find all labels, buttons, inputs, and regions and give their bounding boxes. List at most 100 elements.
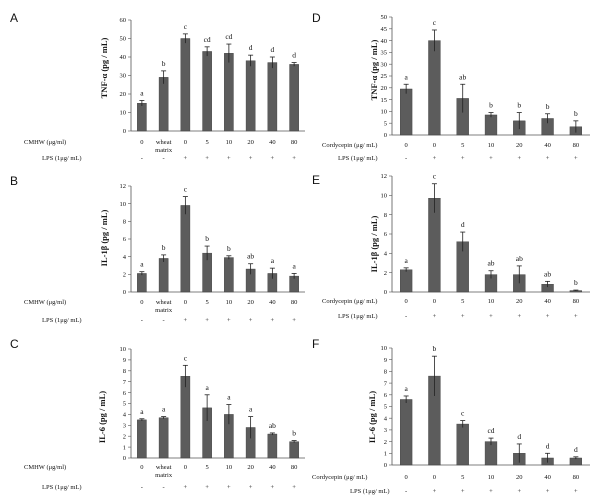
y-tick-label: 1 — [123, 444, 126, 451]
lps-row-label: LPS (1μg/ mL) — [338, 313, 378, 320]
y-tick-label: 8 — [384, 212, 387, 219]
panel-b: B IL-1β (pg / mL) 0 2 4 6 8 10 12 a 0 - b wheatmatrix… — [10, 174, 305, 324]
y-tick-label: 5 — [123, 401, 126, 408]
x-tick-label: 20 — [516, 142, 523, 149]
significance-letter: c — [184, 353, 188, 362]
lps-value: + — [461, 155, 465, 162]
y-axis-label: IL-6 (pg / mL) — [97, 391, 107, 443]
y-axis-label: IL-1β (pg / mL) — [369, 216, 379, 273]
x-tick-label: 80 — [573, 298, 580, 305]
y-tick-label: 0 — [384, 462, 387, 469]
x-tick-label: matrix — [155, 147, 173, 154]
y-tick-label: 10 — [381, 109, 388, 116]
bar — [400, 88, 413, 136]
y-tick-label: 40 — [120, 54, 127, 61]
significance-letter: d — [546, 441, 550, 450]
y-tick-label: 2 — [384, 439, 387, 446]
lps-value: + — [205, 155, 209, 162]
y-tick-label: 15 — [381, 97, 388, 104]
significance-letter: b — [227, 244, 231, 253]
x-tick-label: 0 — [140, 139, 143, 146]
lps-value: + — [227, 484, 231, 491]
y-tick-label: 10 — [120, 346, 127, 353]
dose-row-label: CMHW (μg/ml) — [24, 464, 66, 471]
lps-value: - — [163, 317, 165, 324]
y-tick-label: 7 — [123, 379, 127, 386]
y-tick-label: 6 — [384, 392, 388, 399]
x-tick-label: 0 — [140, 464, 143, 471]
lps-value: + — [489, 488, 493, 495]
bar — [400, 399, 413, 466]
significance-letter: d — [517, 432, 521, 441]
lps-value: + — [249, 484, 253, 491]
significance-letter: b — [574, 109, 578, 118]
lps-value: + — [271, 155, 275, 162]
bar — [289, 441, 299, 459]
significance-letter: a — [227, 393, 231, 402]
panel-letter: C — [10, 337, 19, 351]
significance-letter: d — [461, 220, 465, 229]
lps-value: + — [461, 488, 465, 495]
panel-letter: B — [10, 174, 18, 188]
significance-letter: c — [184, 185, 188, 194]
y-tick-label: 60 — [120, 17, 127, 24]
y-tick-label: 8 — [123, 368, 126, 375]
bar — [484, 114, 498, 136]
bar — [180, 205, 191, 293]
significance-letter: a — [404, 72, 408, 81]
lps-value: + — [546, 488, 550, 495]
significance-letter: b — [517, 101, 521, 110]
x-tick-label: 80 — [291, 464, 298, 471]
y-tick-label: 10 — [120, 201, 127, 208]
significance-letter: b — [292, 429, 296, 438]
x-tick-label: 40 — [544, 474, 551, 481]
significance-letter: a — [162, 405, 166, 414]
dose-row-label: Cordycepin (μg/ mL) — [312, 474, 367, 481]
significance-letter: ab — [247, 252, 254, 261]
lps-value: - — [141, 484, 143, 491]
significance-letter: a — [271, 256, 275, 265]
y-tick-label: 35 — [381, 50, 388, 57]
y-tick-label: 20 — [120, 91, 127, 98]
lps-value: + — [489, 155, 493, 162]
significance-letter: cd — [204, 35, 211, 44]
y-tick-label: 0 — [384, 132, 387, 139]
x-tick-label: 0 — [140, 299, 143, 306]
x-tick-label: 40 — [544, 298, 551, 305]
bar — [202, 51, 212, 132]
y-axis-label: TNF-α (pg / mL) — [99, 37, 109, 98]
bar — [224, 53, 234, 132]
x-tick-label: 0 — [433, 298, 436, 305]
significance-letter: d — [292, 51, 296, 60]
x-tick-label: 20 — [247, 464, 254, 471]
y-tick-label: 6 — [123, 236, 127, 243]
significance-letter: b — [489, 101, 493, 110]
significance-letter: b — [205, 234, 209, 243]
significance-letter: a — [292, 261, 296, 270]
lps-value: + — [433, 155, 437, 162]
x-tick-label: 0 — [433, 474, 436, 481]
lps-value: + — [271, 317, 275, 324]
x-tick-label: wheat — [156, 139, 172, 146]
x-tick-label: 10 — [488, 474, 495, 481]
bar — [137, 273, 147, 293]
y-tick-label: 10 — [381, 345, 388, 352]
y-tick-label: 2 — [384, 270, 387, 277]
x-tick-label: 40 — [269, 299, 276, 306]
significance-letter: ab — [487, 259, 494, 268]
panel-letter: D — [312, 11, 321, 25]
lps-value: + — [227, 155, 231, 162]
y-tick-label: 20 — [381, 85, 388, 92]
dose-row-label: CMHW (μg/ml) — [24, 299, 66, 306]
significance-letter: b — [162, 243, 166, 252]
lps-value: + — [292, 317, 296, 324]
y-tick-label: 30 — [120, 73, 127, 80]
x-tick-label: 20 — [247, 139, 254, 146]
bar — [180, 38, 191, 132]
lps-value: - — [141, 317, 143, 324]
y-tick-label: 4 — [384, 251, 388, 258]
y-axis-label: IL-1β (pg / mL) — [99, 210, 109, 267]
significance-letter: a — [404, 256, 408, 265]
bar — [180, 376, 191, 459]
lps-value: + — [461, 313, 465, 320]
